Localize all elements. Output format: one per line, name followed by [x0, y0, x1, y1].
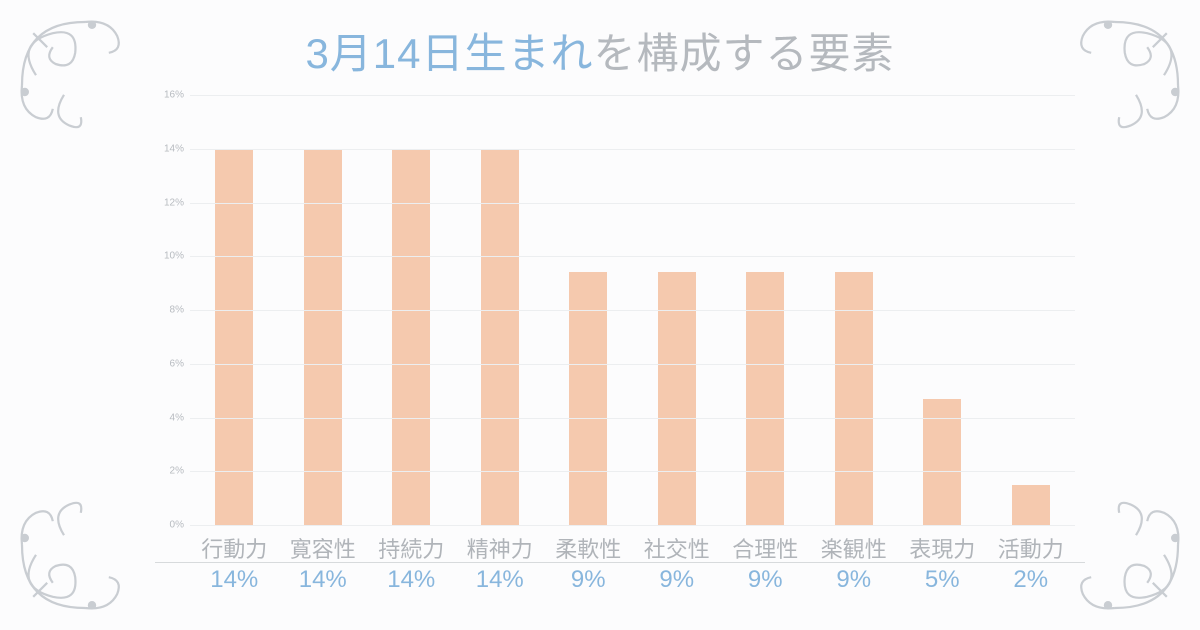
gridline: [190, 149, 1075, 150]
y-axis: 0%2%4%6%8%10%12%14%16%: [155, 95, 190, 525]
title-accent: 3月14日生まれ: [305, 30, 593, 77]
y-tick-label: 10%: [164, 251, 184, 262]
y-tick-label: 8%: [170, 305, 184, 316]
category-label: 行動力: [190, 532, 279, 564]
value-label: 9%: [633, 566, 722, 594]
bar: [304, 149, 342, 525]
value-label: 14%: [190, 566, 279, 594]
gridline: [190, 310, 1075, 311]
bar: [392, 149, 430, 525]
value-label: 14%: [367, 566, 456, 594]
title-rest: を構成する要素: [594, 30, 895, 77]
value-label: 9%: [810, 566, 899, 594]
category-label: 表現力: [898, 532, 987, 564]
value-labels: 14%14%14%14%9%9%9%9%5%2%: [190, 566, 1075, 594]
gridline: [190, 364, 1075, 365]
gridline: [190, 525, 1075, 526]
value-label: 14%: [279, 566, 368, 594]
category-label: 持続力: [367, 532, 456, 564]
value-label: 2%: [987, 566, 1076, 594]
category-label: 合理性: [721, 532, 810, 564]
corner-flourish-icon: [8, 482, 148, 622]
category-label: 柔軟性: [544, 532, 633, 564]
value-label: 9%: [721, 566, 810, 594]
y-tick-label: 16%: [164, 90, 184, 101]
y-tick-label: 12%: [164, 197, 184, 208]
category-label: 活動力: [987, 532, 1076, 564]
plot-area: [190, 95, 1075, 525]
y-tick-label: 6%: [170, 358, 184, 369]
y-tick-label: 0%: [170, 520, 184, 531]
bar: [481, 149, 519, 525]
gridline: [190, 418, 1075, 419]
gridline: [190, 256, 1075, 257]
y-tick-label: 2%: [170, 466, 184, 477]
bar: [1012, 485, 1050, 525]
category-label: 楽観性: [810, 532, 899, 564]
gridline: [190, 471, 1075, 472]
label-divider: [155, 562, 1085, 563]
bar: [215, 149, 253, 525]
y-tick-label: 4%: [170, 412, 184, 423]
page-title: 3月14日生まれを構成する要素: [0, 20, 1200, 81]
category-label: 精神力: [456, 532, 545, 564]
y-tick-label: 14%: [164, 143, 184, 154]
value-label: 9%: [544, 566, 633, 594]
value-label: 5%: [898, 566, 987, 594]
bar-chart: 0%2%4%6%8%10%12%14%16%: [155, 95, 1075, 525]
category-labels: 行動力寛容性持続力精神力柔軟性社交性合理性楽観性表現力活動力: [190, 532, 1075, 564]
gridline: [190, 203, 1075, 204]
gridline: [190, 95, 1075, 96]
category-label: 寛容性: [279, 532, 368, 564]
value-label: 14%: [456, 566, 545, 594]
category-label: 社交性: [633, 532, 722, 564]
